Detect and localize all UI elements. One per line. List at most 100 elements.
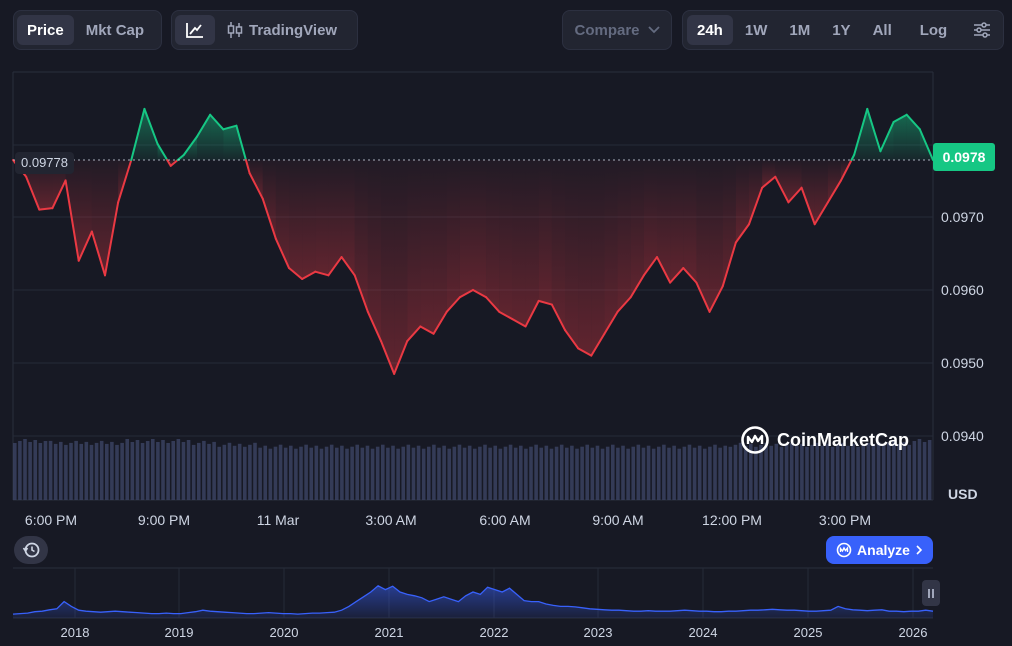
analyze-button[interactable]: Analyze [826,536,933,564]
volume-bar [631,446,636,500]
price-line-down [761,175,777,189]
down-area [696,160,710,312]
price-line-down [774,175,790,204]
volume-bar [74,440,78,500]
y-tick-label: 0.0970 [941,209,984,225]
down-area [841,160,852,181]
up-area [867,108,881,160]
volume-bar [166,443,170,500]
chart-style-toggle: TradingView [171,10,358,50]
analyze-label: Analyze [857,542,910,558]
overview-year-label: 2020 [270,625,299,640]
volume-bar [18,441,22,500]
volume-bar [554,446,559,500]
volume-bar [350,446,354,500]
history-button[interactable] [14,536,48,564]
volume-bar [319,448,324,500]
volume-bar [534,444,538,500]
up-area [210,114,224,160]
volume-bar [263,445,268,500]
down-area [167,160,171,166]
range-1y[interactable]: 1Y [832,21,851,39]
range-24h[interactable]: 24h [687,15,733,45]
x-tick-label: 9:00 PM [138,512,190,528]
down-area [657,160,671,283]
range-selector: 24h 1W 1M 1Y All Log [682,10,1004,50]
price-line-down [288,267,304,280]
price-line-down [669,267,685,284]
tradingview-button[interactable]: TradingView [217,15,347,45]
y-axis: 0.0970 0.0960 0.0950 0.0940 [941,209,984,444]
volume-bar [140,443,145,500]
overview-drag-handle[interactable] [922,580,940,606]
volume-bar [268,448,273,500]
down-area [262,160,276,239]
down-area [65,160,79,261]
volume-bar [733,444,738,500]
volume-bar [110,441,114,500]
price-line-up [209,113,225,131]
volume-bar [595,445,600,500]
price-line-down [577,347,593,357]
volume-bar [590,447,595,500]
price-line-down [734,223,750,244]
price-line-down [472,288,488,299]
volume-bar [677,448,682,500]
down-area [170,160,178,166]
log-toggle[interactable]: Log [919,21,948,39]
range-all[interactable]: All [872,21,892,39]
down-area [801,160,815,225]
price-line-up [156,142,169,161]
volume-bar [513,447,518,500]
price-line-down [117,159,133,204]
down-area [749,160,763,225]
volume-bar [529,446,533,500]
x-tick-label: 6:00 PM [25,512,77,528]
volume-bar [99,440,104,500]
volume-bar [345,448,349,500]
volume-bar [120,442,124,500]
price-line-up [918,128,934,161]
volume-bar [283,447,288,500]
compare-dropdown[interactable]: Compare [562,10,672,50]
down-area [354,160,368,312]
volume-bar [723,445,728,500]
line-chart-button[interactable] [175,15,215,45]
price-line-down [800,186,816,226]
price-line-down [511,318,527,328]
x-tick-label: 3:00 AM [365,512,416,528]
volume-bar [565,447,569,500]
volume-bar [570,445,574,500]
volume-bar [258,447,262,500]
price-line-down [498,310,514,321]
down-area [814,160,828,225]
price-line-down [248,172,264,200]
price-tab[interactable]: Price [17,15,74,45]
volume-bar [421,448,426,500]
down-area [302,160,316,279]
volume-bar [33,440,38,500]
price-line-down [64,179,80,262]
brand-name: CoinMarketCap [777,429,910,450]
volume-bar [135,440,140,500]
down-area [827,160,841,203]
price-line-down [656,256,672,284]
range-1m[interactable]: 1M [789,21,811,39]
down-area [762,160,776,188]
volume-bar [212,441,216,500]
volume-bar [294,448,298,500]
price-line-up [196,113,212,138]
handle-grip [932,588,934,598]
range-1w[interactable]: 1W [744,21,768,39]
volume-bar [115,444,119,500]
settings-button[interactable] [965,15,999,45]
price-line-down [642,256,658,277]
volume-bar [703,448,707,500]
up-area [144,108,158,160]
down-area [538,160,552,305]
volume-bar [84,441,89,500]
volume-bar [657,446,661,500]
volume-bar [197,442,201,500]
mktcap-tab[interactable]: Mkt Cap [85,21,145,39]
overview-year-label: 2022 [480,625,509,640]
